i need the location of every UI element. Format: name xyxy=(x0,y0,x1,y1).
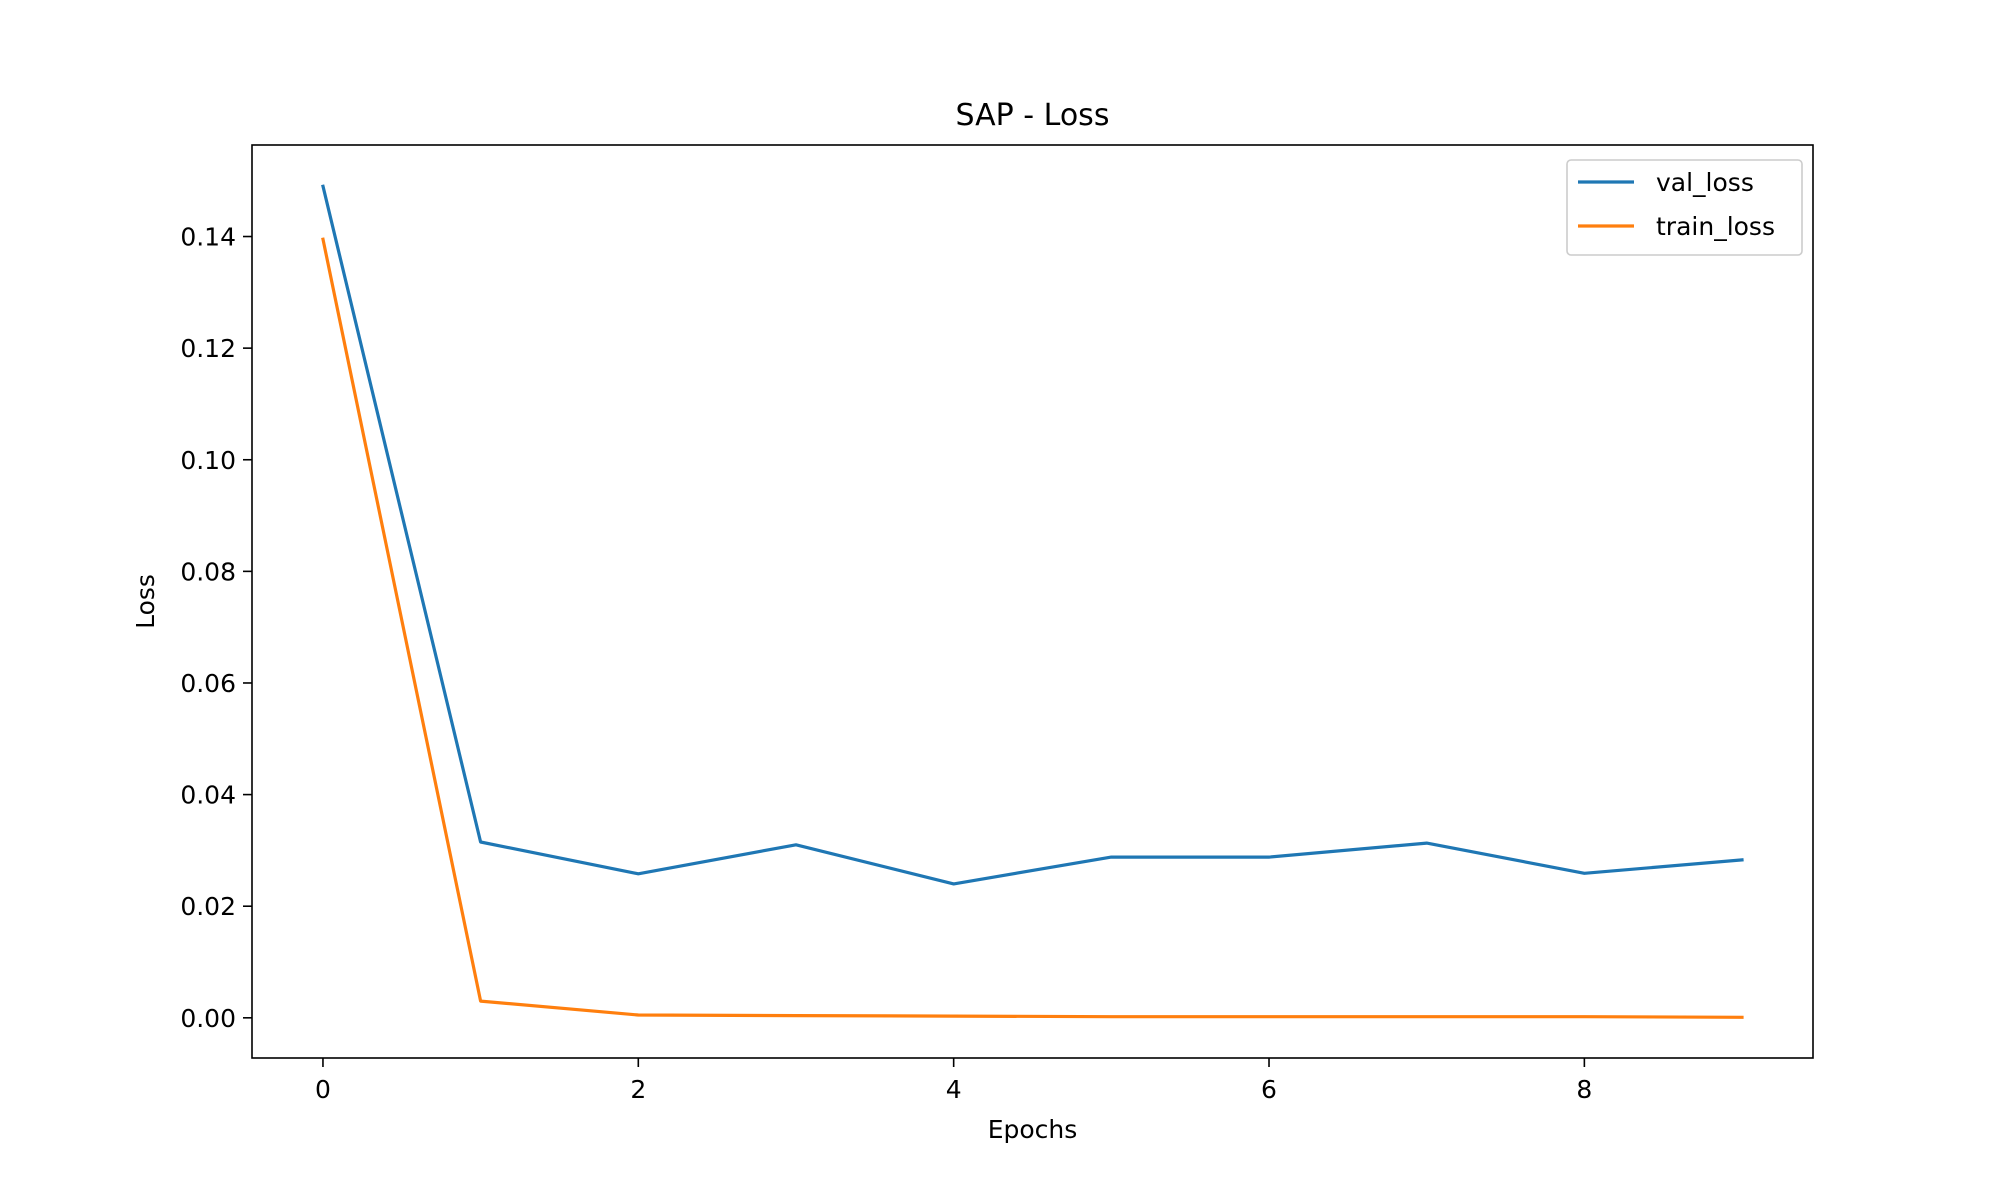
series-layer xyxy=(321,184,1744,1019)
y-tick-label: 0.12 xyxy=(180,334,236,363)
y-tick-label: 0.02 xyxy=(180,892,236,921)
x-tick-label: 6 xyxy=(1261,1075,1277,1104)
series-line-val-loss xyxy=(321,184,1744,886)
legend-label-train-loss: train_loss xyxy=(1656,212,1775,241)
y-axis: 0.00 0.02 0.04 0.06 0.08 0.10 0.12 0.14 xyxy=(180,223,252,1033)
plot-area xyxy=(251,144,1814,1059)
x-axis: 0 2 4 6 8 xyxy=(315,1058,1592,1104)
x-tick-label: 8 xyxy=(1576,1075,1592,1104)
legend-box xyxy=(1566,159,1803,256)
x-tick-label: 4 xyxy=(946,1075,962,1104)
y-tick-label: 0.00 xyxy=(180,1004,236,1033)
y-tick-label: 0.10 xyxy=(180,446,236,475)
y-tick-label: 0.08 xyxy=(180,557,236,586)
y-tick-label: 0.14 xyxy=(180,223,236,252)
x-axis-label: Epochs xyxy=(988,1115,1078,1144)
y-tick-label: 0.04 xyxy=(180,781,236,810)
x-tick-label: 2 xyxy=(630,1075,646,1104)
legend-label-val-loss: val_loss xyxy=(1656,168,1754,197)
y-tick-label: 0.06 xyxy=(180,669,236,698)
x-tick-label: 0 xyxy=(315,1075,331,1104)
series-line-train-loss xyxy=(321,237,1744,1019)
y-axis-label: Loss xyxy=(131,574,160,629)
chart-title: SAP - Loss xyxy=(956,98,1110,133)
legend: val_loss train_loss xyxy=(1566,159,1803,256)
